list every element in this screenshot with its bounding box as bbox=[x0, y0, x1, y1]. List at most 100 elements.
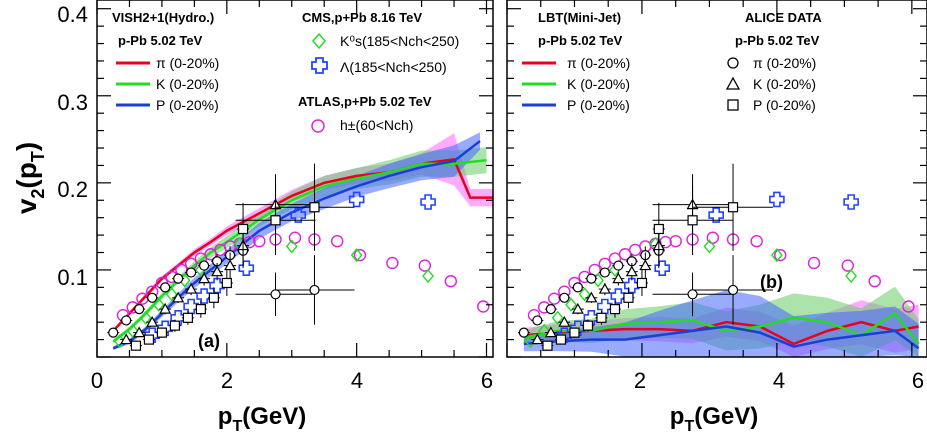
legend-label: π (0-20%) bbox=[567, 55, 630, 71]
cms-lambda-point bbox=[157, 320, 173, 337]
alice-p-point bbox=[221, 277, 232, 289]
atlas-point bbox=[774, 248, 787, 262]
alice-p-point bbox=[653, 223, 664, 235]
legend-header: ALICE DATA bbox=[745, 10, 822, 25]
cms-k0s-point bbox=[565, 297, 578, 312]
y-axis-title: v2(pT) bbox=[11, 142, 48, 214]
legend-label: P (0-20%) bbox=[567, 97, 630, 113]
alice-p-point bbox=[636, 277, 648, 289]
frame-b bbox=[506, 0, 927, 358]
alice-k-point bbox=[133, 326, 146, 338]
legend-label: π (0-20%) bbox=[156, 55, 219, 71]
cms-lambda-point bbox=[209, 277, 225, 294]
cross-marker-icon bbox=[311, 57, 328, 74]
alice-k-point bbox=[625, 265, 638, 277]
alice-pi-point bbox=[572, 282, 583, 293]
legend-header: LBT(Mini-Jet) bbox=[538, 10, 621, 25]
legend-header: ATLAS,p+Pb 5.02 TeV bbox=[298, 94, 432, 109]
alice-pi-point bbox=[545, 304, 556, 315]
model-lines-b bbox=[523, 311, 920, 350]
frame-a bbox=[96, 0, 494, 358]
alice-p-point bbox=[309, 202, 320, 213]
atlas-point bbox=[868, 275, 881, 288]
alice-p-point bbox=[270, 215, 281, 226]
alice-pi-point bbox=[134, 304, 145, 315]
cms-lambda-point bbox=[843, 194, 859, 210]
alice-k-point bbox=[531, 333, 544, 345]
alice-p-point bbox=[687, 215, 698, 226]
cms-lambda-point bbox=[290, 207, 307, 223]
alice-p-point bbox=[582, 320, 594, 331]
atlas-point bbox=[253, 234, 266, 248]
triangle-marker-icon bbox=[725, 76, 741, 90]
alice-p-point bbox=[727, 202, 739, 213]
alice-pi-point bbox=[173, 273, 184, 284]
alice-k-point bbox=[558, 315, 571, 327]
panel-label-b: (b) bbox=[760, 272, 783, 292]
cms-lambda-point bbox=[420, 194, 436, 210]
alice-pi-point bbox=[199, 260, 210, 271]
alice-k-point bbox=[571, 302, 584, 314]
legend-label: K (0-20%) bbox=[567, 76, 630, 92]
alice-k-point bbox=[159, 302, 172, 314]
legend-label: P (0-20%) bbox=[753, 97, 816, 113]
cms-k0s-point bbox=[152, 297, 165, 312]
alice-k-point bbox=[120, 333, 133, 345]
x-tick-label: 4 bbox=[351, 368, 363, 393]
legend-label: K (0-20%) bbox=[753, 76, 816, 92]
alice-p-point bbox=[182, 312, 193, 323]
alice-p-point bbox=[195, 304, 206, 315]
x-tick-label: 6 bbox=[481, 368, 493, 393]
alice-k-point bbox=[211, 265, 224, 277]
alice-p-point bbox=[569, 327, 580, 338]
alice-pi-point bbox=[599, 267, 610, 278]
alice-p-point bbox=[130, 340, 142, 351]
alice-pi-point bbox=[727, 284, 739, 296]
y-tick-label: 0.1 bbox=[57, 265, 88, 290]
legend-label: h±(60<Nch) bbox=[340, 117, 413, 133]
cms-lambda-point bbox=[170, 310, 186, 326]
atlas-point bbox=[750, 234, 763, 248]
atlas-point bbox=[669, 234, 682, 248]
alice-p-point bbox=[237, 223, 249, 235]
cms-lambda-point bbox=[183, 298, 199, 315]
atlas-point bbox=[902, 300, 915, 313]
alice-p-point bbox=[208, 292, 219, 303]
legend-a-right: CMS,p+Pb 8.16 TeV K⁰s(185<Nch<250) Λ(185… bbox=[298, 10, 459, 133]
cms-lambda-point bbox=[654, 260, 670, 276]
alice-k-point bbox=[172, 291, 185, 303]
legend-b-right: ALICE DATA p-Pb 5.02 TeV π (0-20%) K (0-… bbox=[725, 10, 822, 113]
model-band bbox=[113, 132, 481, 351]
atlas-point bbox=[629, 243, 642, 257]
cms-lambda-point bbox=[624, 277, 640, 294]
diamond-marker-icon bbox=[312, 32, 326, 50]
cms-lambda-point bbox=[196, 288, 212, 304]
cms-lambda-point bbox=[238, 260, 255, 276]
alice-pi-point bbox=[309, 284, 320, 296]
alice-p-point bbox=[623, 292, 634, 303]
x-tick-label: 0 bbox=[91, 368, 103, 393]
cms-lambda-point bbox=[583, 310, 600, 326]
legend-label: π (0-20%) bbox=[753, 55, 816, 71]
legend-label: K⁰s(185<Nch<250) bbox=[340, 33, 459, 49]
legend-b-left: LBT(Mini-Jet) p-Pb 5.02 TeV π (0-20%) K … bbox=[522, 10, 630, 113]
alice-pi-point bbox=[532, 315, 543, 326]
alice-p-point bbox=[156, 327, 168, 338]
circle-marker-icon bbox=[311, 119, 325, 133]
cms-lambda-point bbox=[348, 191, 365, 208]
cms-lambda-point bbox=[556, 327, 573, 344]
alice-k-point bbox=[612, 272, 625, 284]
panel-a bbox=[96, 0, 494, 358]
legend-label: Λ(185<Nch<250) bbox=[340, 59, 447, 75]
legend-header: p-Pb 5.02 TeV bbox=[538, 33, 623, 48]
alice-k-point bbox=[598, 282, 611, 294]
x-tick-label: 2 bbox=[634, 368, 646, 393]
alice-pi-point bbox=[108, 327, 119, 338]
atlas-point bbox=[330, 234, 344, 248]
alice-p-point bbox=[596, 312, 607, 323]
ticks-b bbox=[506, 0, 927, 358]
legend-header: p-Pb 5.02 TeV bbox=[118, 33, 203, 48]
alice-p-point bbox=[609, 304, 621, 315]
atlas-point bbox=[477, 300, 490, 313]
